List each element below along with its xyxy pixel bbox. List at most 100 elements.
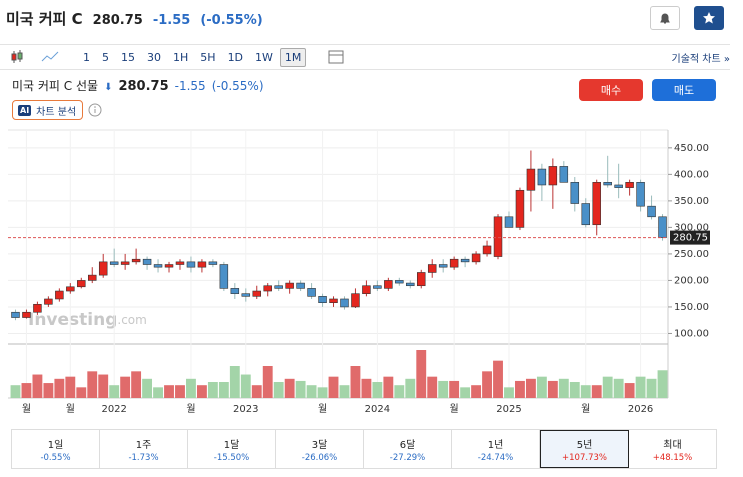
interval-button[interactable]: 5H	[200, 50, 216, 64]
quote-change: -1.55	[174, 79, 206, 93]
interval-button[interactable]: 1	[83, 50, 90, 64]
volume-bar	[350, 366, 361, 398]
volume-bar	[131, 371, 142, 398]
period-cell[interactable]: 3달 -26.06%	[276, 430, 364, 468]
interval-button[interactable]: 1D	[227, 50, 244, 64]
sell-button[interactable]: 매도	[652, 79, 716, 101]
volume-bar	[372, 382, 383, 398]
watermark-brand: Investing	[28, 310, 117, 330]
candle-body	[559, 166, 569, 183]
interval-list: 1 5 15 30 1H 5H 1D 1W 1M	[78, 47, 308, 67]
candle-body	[592, 182, 601, 226]
candle-body	[153, 264, 163, 268]
candle-body	[482, 245, 492, 255]
star-icon	[703, 12, 715, 24]
watchlist-button[interactable]	[694, 6, 724, 30]
period-cell[interactable]: 5년 +107.73%	[540, 430, 629, 468]
volume-bar	[109, 385, 120, 398]
interval-button[interactable]: 15	[121, 50, 135, 64]
volume-bar	[591, 385, 602, 398]
title: 미국 커피 C	[6, 10, 83, 28]
candle-body	[263, 285, 272, 292]
period-label: 5년	[576, 439, 593, 451]
candle-body	[77, 280, 86, 288]
y-tick-label: 350.00	[674, 196, 709, 207]
period-cell[interactable]: 1년 -24.74%	[452, 430, 540, 468]
period-cell[interactable]: 1달 -15.50%	[188, 430, 276, 468]
volume-bar	[65, 376, 76, 398]
volume-bar	[87, 371, 98, 398]
ai-analysis-button[interactable]: AI 차트 분석	[12, 100, 83, 120]
volume-bar	[547, 380, 558, 398]
interval-button[interactable]: 1H	[173, 50, 189, 64]
volume-bar	[471, 385, 482, 398]
candle-body	[647, 205, 656, 218]
volume-bar	[21, 383, 32, 398]
volume-bar	[580, 385, 591, 398]
period-label: 1주	[135, 439, 152, 451]
volume-bar	[635, 376, 646, 398]
candle-body	[625, 182, 634, 188]
interval-button[interactable]: 1M	[279, 47, 307, 67]
candle-body	[537, 168, 547, 186]
candle-body	[515, 189, 525, 228]
volume-bar	[427, 376, 438, 398]
chart-type-icons	[11, 50, 59, 63]
volume-bar	[43, 383, 54, 398]
price: 280.75	[92, 13, 143, 28]
period-cell[interactable]: 1주 -1.73%	[100, 430, 188, 468]
candle-body	[636, 182, 645, 207]
period-change: -24.74%	[477, 452, 514, 463]
y-tick-label: 300.00	[674, 222, 709, 233]
interval-button[interactable]: 1W	[255, 50, 273, 64]
volume-bar	[229, 366, 240, 398]
down-arrow: ⬇	[104, 82, 113, 93]
interval-button[interactable]: 5	[102, 50, 109, 64]
info-icon[interactable]	[88, 103, 102, 117]
volume-bar	[207, 382, 218, 398]
candle-body	[296, 282, 305, 289]
volume-bar	[602, 376, 613, 398]
candle-body	[449, 258, 459, 268]
period-label: 1일	[47, 439, 64, 451]
watermark: Investing.com	[28, 310, 147, 330]
period-label: 1달	[223, 439, 240, 451]
instrument-name: 미국 커피 C 선물	[12, 79, 99, 93]
alert-button[interactable]	[650, 6, 680, 30]
period-cell[interactable]: 최대 +48.15%	[629, 430, 716, 468]
period-cell[interactable]: 6달 -27.29%	[364, 430, 452, 468]
candle-body	[241, 293, 251, 297]
period-change: +48.15%	[652, 452, 693, 463]
candle-body	[417, 272, 426, 287]
candle-body	[406, 282, 415, 287]
last-price-box	[670, 230, 710, 245]
volume-bar	[284, 378, 295, 398]
x-tick-label: 월	[22, 403, 31, 415]
candle-body	[252, 290, 261, 297]
volume-bar	[493, 360, 503, 398]
volume-bar	[438, 380, 449, 398]
volume-bar	[328, 376, 339, 398]
volume-bar	[10, 385, 21, 398]
volume-bar	[515, 380, 525, 398]
period-label: 6달	[399, 439, 416, 451]
interval-button[interactable]: 30	[147, 50, 161, 64]
candle-body	[285, 282, 294, 289]
volume-bar	[317, 387, 328, 398]
candle-body	[175, 261, 185, 265]
period-cell[interactable]: 1일 -0.55%	[12, 430, 100, 468]
x-tick-label: 월	[186, 403, 195, 415]
volume-bar	[142, 378, 153, 398]
technical-chart-link[interactable]: 기술적 차트 »	[671, 53, 730, 65]
table-icon[interactable]	[328, 49, 344, 65]
buy-button[interactable]: 매수	[579, 79, 643, 101]
volume-bar	[54, 378, 65, 398]
volume-bar	[394, 385, 405, 398]
volume-bar	[569, 382, 580, 398]
x-tick-label: 월	[581, 403, 590, 415]
candle-body	[373, 285, 382, 289]
x-tick-label: 2023	[233, 404, 258, 415]
volume-bar	[175, 385, 185, 398]
candle-body	[55, 290, 64, 300]
y-tick-label: 100.00	[674, 328, 709, 339]
